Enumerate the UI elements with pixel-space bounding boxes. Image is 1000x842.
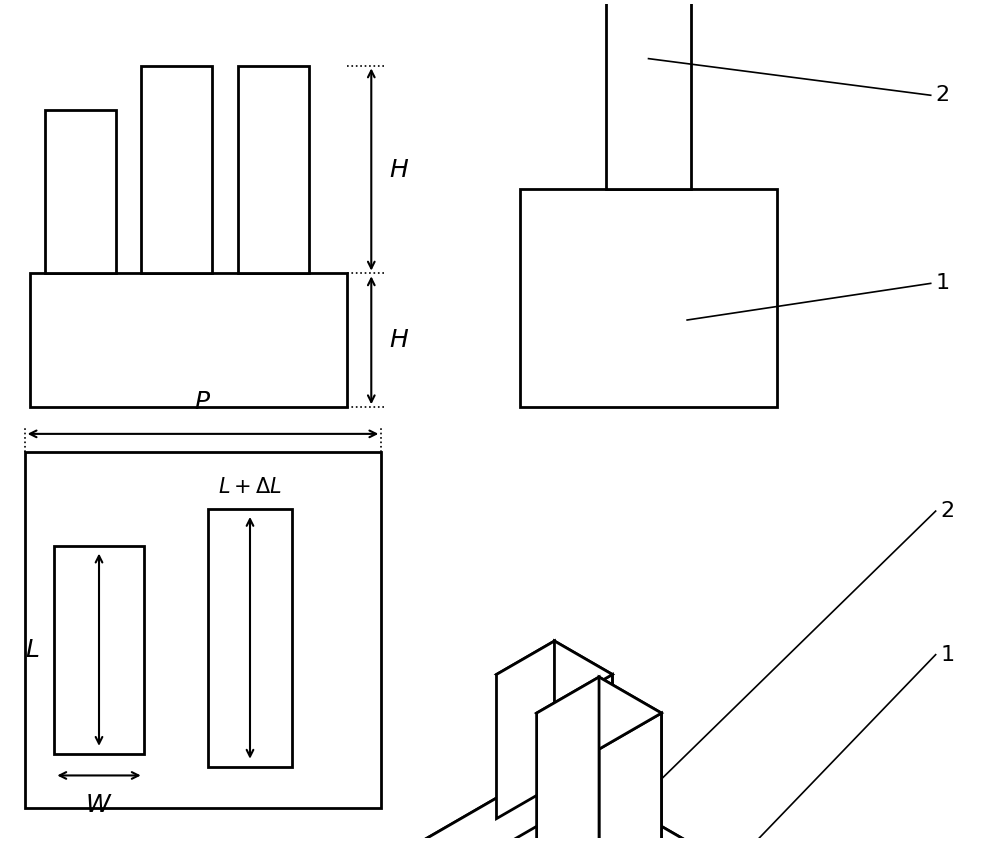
Polygon shape: [496, 641, 612, 708]
Polygon shape: [537, 677, 661, 749]
Text: $L$: $L$: [25, 637, 40, 662]
Polygon shape: [537, 677, 599, 842]
Polygon shape: [599, 677, 661, 842]
Polygon shape: [376, 765, 554, 842]
Bar: [54, 546, 144, 754]
Bar: [141, 66, 212, 274]
Text: $W$: $W$: [85, 793, 113, 818]
Text: 1: 1: [941, 645, 955, 664]
Text: $L+\Delta L$: $L+\Delta L$: [218, 477, 282, 498]
Polygon shape: [554, 674, 612, 842]
Bar: [45, 110, 116, 274]
Text: $H$: $H$: [389, 157, 409, 182]
Bar: [30, 274, 347, 408]
Text: 1: 1: [936, 274, 950, 293]
Bar: [238, 66, 309, 274]
Polygon shape: [554, 765, 733, 842]
Bar: [520, 189, 777, 408]
Text: 2: 2: [941, 501, 955, 521]
Text: $H$: $H$: [389, 328, 409, 352]
Polygon shape: [554, 641, 612, 818]
Bar: [208, 509, 292, 766]
Polygon shape: [599, 713, 661, 842]
Polygon shape: [376, 765, 733, 842]
Text: $P$: $P$: [194, 390, 211, 414]
Bar: [606, 0, 691, 189]
Polygon shape: [496, 641, 554, 818]
Text: 2: 2: [936, 85, 950, 105]
Bar: [25, 451, 381, 808]
